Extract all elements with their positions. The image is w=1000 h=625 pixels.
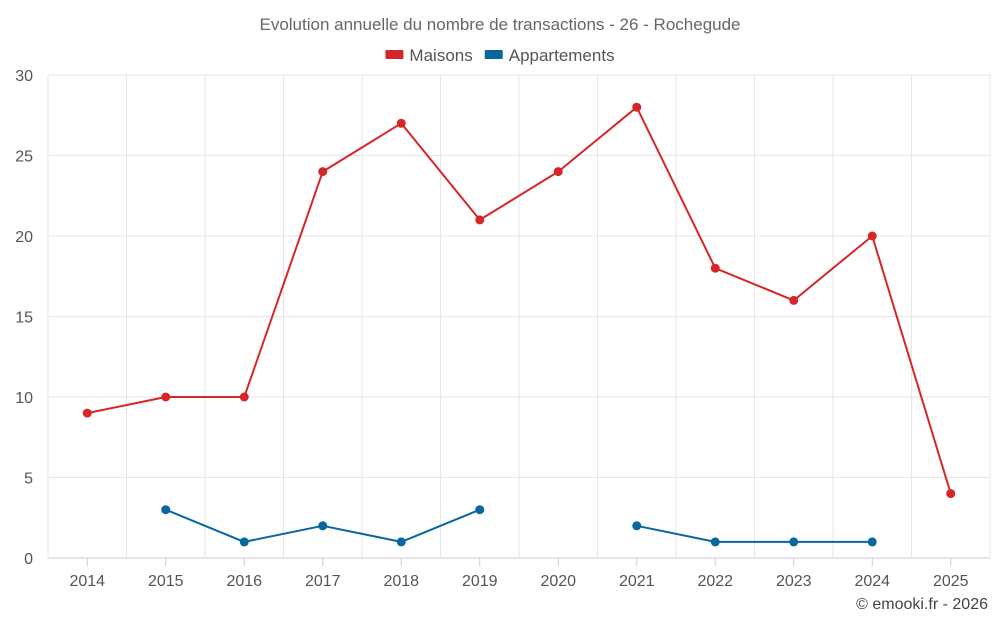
data-point[interactable]: [161, 392, 171, 402]
data-point[interactable]: [239, 392, 249, 402]
legend-label: Appartements: [509, 46, 615, 65]
x-tick-label: 2016: [226, 573, 262, 590]
data-point[interactable]: [82, 408, 92, 418]
data-point[interactable]: [789, 295, 799, 305]
legend: Maisons Appartements: [385, 46, 615, 65]
legend-swatch: [385, 50, 404, 59]
x-tick-label: 2019: [462, 573, 498, 590]
data-point[interactable]: [475, 505, 485, 515]
series-appartements: [161, 505, 877, 547]
y-tick-label: 25: [15, 149, 33, 166]
series-maisons: [82, 102, 956, 499]
data-point[interactable]: [396, 118, 406, 128]
data-point[interactable]: [161, 505, 171, 515]
chart-title: Evolution annuelle du nombre de transact…: [259, 15, 740, 34]
x-tick-label: 2017: [305, 573, 341, 590]
legend-item[interactable]: Maisons: [385, 46, 473, 65]
data-point[interactable]: [946, 489, 956, 499]
data-point[interactable]: [239, 537, 249, 547]
data-point[interactable]: [632, 102, 642, 112]
data-point[interactable]: [553, 167, 563, 177]
x-tick-label: 2023: [776, 573, 812, 590]
y-tick-label: 5: [24, 471, 33, 488]
y-tick-label: 0: [24, 551, 33, 568]
legend-swatch: [484, 50, 503, 59]
data-point[interactable]: [710, 263, 720, 273]
data-point[interactable]: [318, 167, 328, 177]
x-tick-label: 2015: [148, 573, 184, 590]
x-tick-label: 2018: [383, 573, 419, 590]
x-tick-label: 2022: [697, 573, 733, 590]
y-tick-label: 20: [15, 229, 33, 246]
x-tick-label: 2024: [854, 573, 890, 590]
legend-label: Maisons: [409, 46, 472, 65]
grid: [47, 74, 991, 558]
legend-item[interactable]: Appartements: [484, 46, 615, 65]
data-point[interactable]: [396, 537, 406, 547]
y-tick-label: 30: [15, 68, 33, 85]
y-tick-label: 10: [15, 390, 33, 407]
data-point[interactable]: [789, 537, 799, 547]
credit-text: © emooki.fr - 2026: [856, 596, 988, 613]
y-tick-label: 15: [15, 310, 33, 327]
series-line: [87, 106, 952, 494]
x-tick-label: 2014: [69, 573, 105, 590]
x-tick-label: 2025: [933, 573, 969, 590]
series-layer: [82, 102, 956, 547]
data-point[interactable]: [632, 521, 642, 531]
data-point[interactable]: [867, 537, 877, 547]
x-tick-label: 2021: [619, 573, 655, 590]
series-line: [636, 524, 873, 543]
data-point[interactable]: [710, 537, 720, 547]
data-point[interactable]: [867, 231, 877, 241]
data-point[interactable]: [318, 521, 328, 531]
data-point[interactable]: [475, 215, 485, 225]
x-tick-label: 2020: [540, 573, 576, 590]
